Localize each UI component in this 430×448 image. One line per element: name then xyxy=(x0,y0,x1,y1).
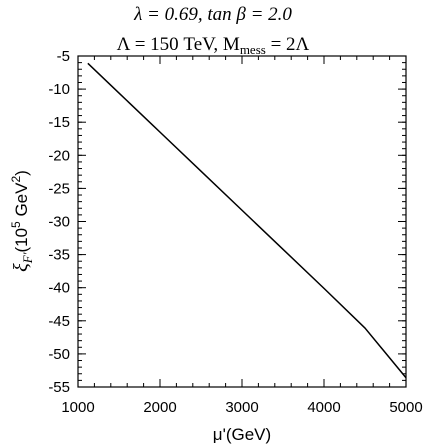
chart-title-line-2-main: Λ = 150 TeV, M xyxy=(117,34,240,55)
y-tick-label: -10 xyxy=(48,81,70,98)
series-layer xyxy=(87,62,407,379)
y-tick-label: -50 xyxy=(48,346,70,363)
x-tick-label: 1000 xyxy=(61,399,94,416)
y-tick-label: -15 xyxy=(48,114,70,131)
x-axis-tick-labels: 1000 2000 3000 4000 5000 xyxy=(61,399,422,416)
y-tick-label: -30 xyxy=(48,214,70,231)
y-axis-label: ξF'(105 GeV2) xyxy=(9,170,35,272)
x-axis-label: μ'(GeV) xyxy=(213,425,271,444)
x-tick-label: 3000 xyxy=(225,399,258,416)
y-tick-label: -5 xyxy=(57,48,70,65)
y-tick-label: -25 xyxy=(48,180,70,197)
x-tick-label: 4000 xyxy=(307,399,340,416)
x-tick-label: 2000 xyxy=(143,399,176,416)
chart-title-line-2-subscript: mess xyxy=(240,42,266,57)
y-tick-label: -20 xyxy=(48,147,70,164)
chart-title-line-1: λ = 0.69, tan β = 2.0 xyxy=(133,4,292,25)
y-tick-label: -45 xyxy=(48,313,70,330)
y-tick-label: -40 xyxy=(48,280,70,297)
chart-title-line-2: Λ = 150 TeV, Mmess = 2Λ xyxy=(117,34,310,57)
plot-frame xyxy=(77,55,407,388)
y-axis-ticks xyxy=(78,55,406,388)
chart-title-line-2-tail: = 2Λ xyxy=(266,34,310,55)
x-axis-ticks xyxy=(77,56,407,387)
series-line-1 xyxy=(87,62,407,379)
x-tick-label: 5000 xyxy=(389,399,422,416)
y-tick-label: -35 xyxy=(48,247,70,264)
y-tick-label: -55 xyxy=(48,379,70,396)
y-axis-tick-labels: -5 -10 -15 -20 -25 -30 -35 -40 -45 -50 -55 xyxy=(48,48,70,396)
